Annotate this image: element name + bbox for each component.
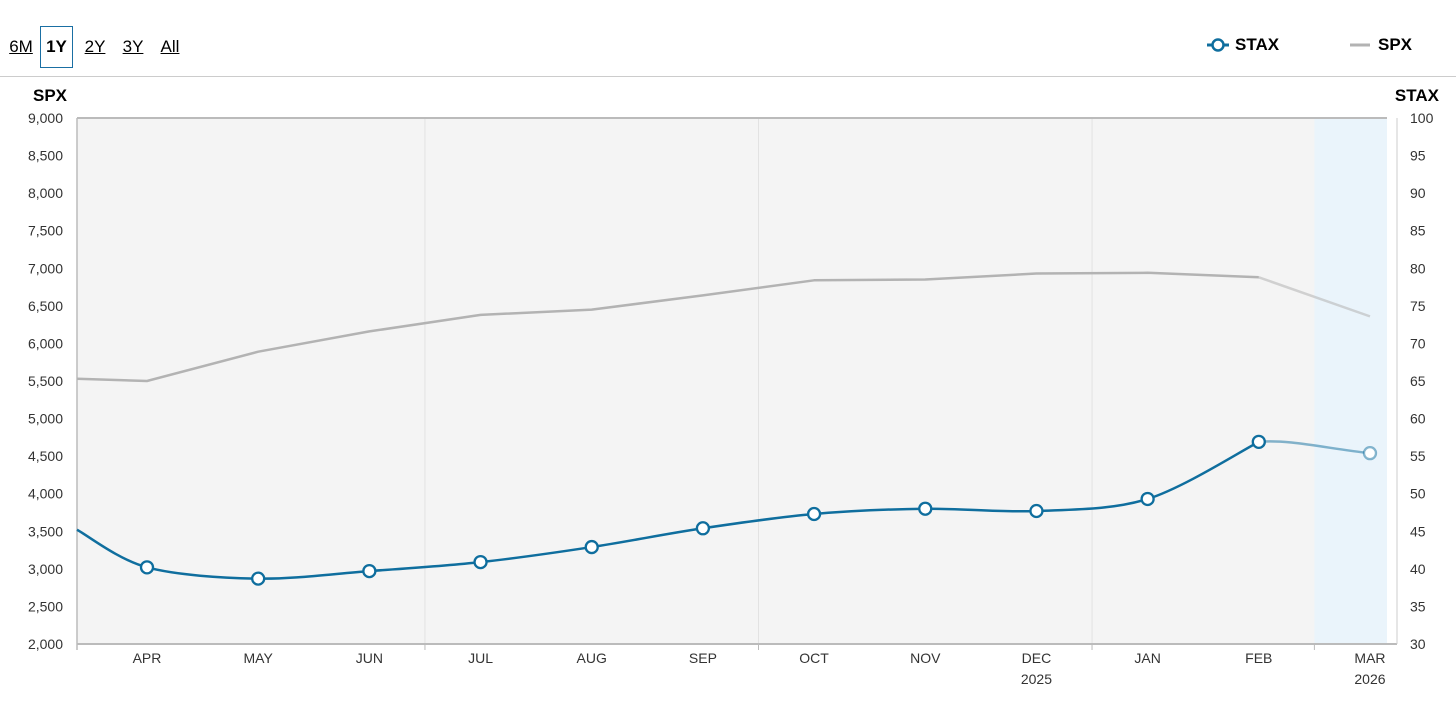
right-tick-label: 45 xyxy=(1410,523,1426,539)
right-tick-label: 55 xyxy=(1410,448,1426,464)
x-tick-label: JAN xyxy=(1134,650,1160,666)
x-tick-label: MAY xyxy=(244,650,274,666)
x-tick-label: APR xyxy=(133,650,162,666)
stax-data-point xyxy=(1251,434,1266,450)
right-tick-label: 80 xyxy=(1410,260,1426,276)
stax-data-point xyxy=(1029,503,1044,519)
right-tick-label: 30 xyxy=(1410,636,1426,652)
x-tick-label: AUG xyxy=(577,650,607,666)
stax-data-point xyxy=(1362,445,1378,461)
stax-data-point xyxy=(584,539,599,555)
legend-item-spx[interactable]: SPX xyxy=(1350,34,1412,56)
range-1y-button[interactable]: 1Y xyxy=(40,26,73,68)
range-3y-button[interactable]: 3Y xyxy=(122,26,144,68)
left-tick-label: 3,000 xyxy=(28,561,63,577)
right-tick-label: 70 xyxy=(1410,335,1426,351)
right-tick-label: 40 xyxy=(1410,561,1426,577)
x-tick-label: SEP xyxy=(689,650,717,666)
legend-item-stax[interactable]: STAX xyxy=(1207,34,1279,56)
range-6m-button[interactable]: 6M xyxy=(8,26,34,68)
toolbar-divider xyxy=(0,76,1456,77)
left-tick-label: 7,000 xyxy=(28,260,63,276)
legend-label-stax: STAX xyxy=(1235,35,1280,54)
x-tick-label: DEC xyxy=(1022,650,1052,666)
stax-data-point xyxy=(1140,491,1155,507)
left-tick-label: 5,500 xyxy=(28,373,63,389)
x-tick-label: MAR xyxy=(1354,650,1385,666)
time-range-selector: 6M 1Y 2Y 3Y All xyxy=(0,26,180,68)
range-2y-button[interactable]: 2Y xyxy=(84,26,106,68)
stax-data-point xyxy=(362,563,377,579)
stax-data-point xyxy=(695,521,711,536)
left-tick-label: 6,500 xyxy=(28,298,63,314)
right-tick-label: 100 xyxy=(1410,110,1434,126)
x-tick-label: NOV xyxy=(910,650,941,666)
left-tick-label: 2,000 xyxy=(28,636,63,652)
x-tick-label: JUL xyxy=(468,650,493,666)
left-tick-label: 5,000 xyxy=(28,411,63,427)
spx-series-line xyxy=(76,271,1259,383)
left-axis-title: SPX xyxy=(33,86,68,105)
right-tick-label: 50 xyxy=(1410,486,1426,502)
stax-line-marker-icon xyxy=(1207,38,1229,52)
spx-line-icon xyxy=(1350,43,1370,47)
stax-data-point xyxy=(251,571,266,586)
left-tick-label: 3,500 xyxy=(28,523,63,539)
right-tick-label: 95 xyxy=(1410,148,1426,164)
year-label: 2026 xyxy=(1354,671,1385,687)
right-tick-label: 60 xyxy=(1410,411,1426,427)
stax-data-point xyxy=(918,501,933,516)
right-tick-label: 85 xyxy=(1410,223,1426,239)
stax-data-point xyxy=(473,554,488,570)
right-tick-label: 90 xyxy=(1410,185,1426,201)
stax-data-point xyxy=(806,506,822,522)
left-tick-label: 7,500 xyxy=(28,223,63,239)
left-tick-label: 8,000 xyxy=(28,185,63,201)
right-tick-label: 65 xyxy=(1410,373,1426,389)
stax-data-point xyxy=(139,560,155,575)
left-tick-label: 4,500 xyxy=(28,448,63,464)
left-tick-label: 6,000 xyxy=(28,335,63,351)
year-label: 2025 xyxy=(1021,671,1052,687)
x-tick-label: OCT xyxy=(799,650,829,666)
x-tick-label: JUN xyxy=(356,650,383,666)
range-all-button[interactable]: All xyxy=(160,26,180,68)
latest-month-highlight xyxy=(1314,118,1387,644)
stax-series-latest-segment xyxy=(1258,440,1371,455)
right-axis-title: STAX xyxy=(1395,86,1440,105)
left-tick-label: 9,000 xyxy=(28,110,63,126)
left-tick-label: 2,500 xyxy=(28,598,63,614)
x-tick-label: FEB xyxy=(1245,650,1272,666)
right-tick-label: 75 xyxy=(1410,298,1426,314)
left-tick-label: 8,500 xyxy=(28,148,63,164)
left-tick-label: 4,000 xyxy=(28,486,63,502)
legend-label-spx: SPX xyxy=(1378,35,1413,54)
right-tick-label: 35 xyxy=(1410,598,1426,614)
spx-series-latest-segment xyxy=(1258,276,1371,318)
plot-background xyxy=(77,118,1387,644)
